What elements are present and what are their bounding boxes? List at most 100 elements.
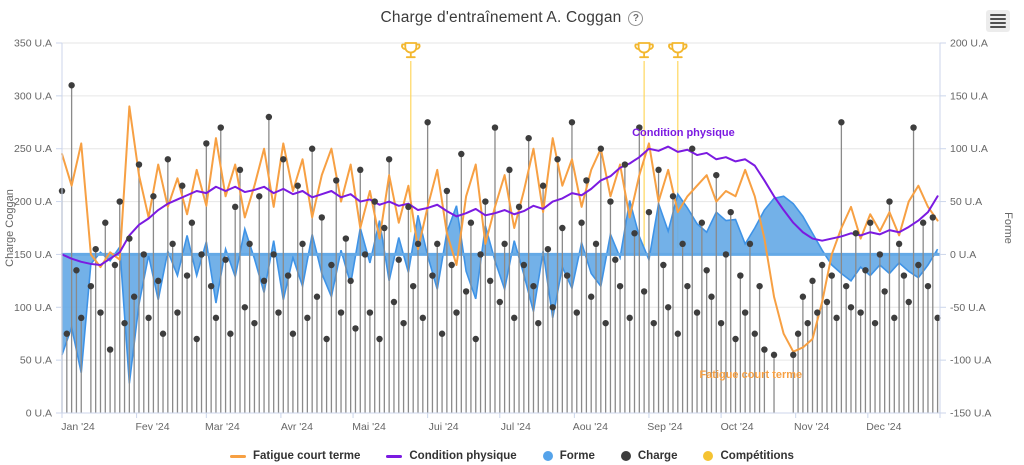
charge-point[interactable] (732, 335, 739, 343)
charge-point[interactable] (751, 330, 758, 337)
charge-point[interactable] (823, 298, 831, 306)
charge-point[interactable] (145, 314, 152, 322)
charge-point[interactable] (304, 314, 311, 322)
charge-point[interactable] (68, 82, 75, 89)
charge-point[interactable] (207, 282, 215, 290)
charge-point[interactable] (669, 193, 677, 200)
charge-point[interactable] (265, 113, 273, 121)
charge-point[interactable] (515, 203, 523, 211)
charge-point[interactable] (135, 161, 143, 168)
competition-trophy-icon[interactable] (401, 42, 421, 59)
charge-point[interactable] (886, 198, 893, 205)
charge-point[interactable] (251, 319, 258, 327)
charge-point[interactable] (616, 282, 624, 290)
charge-point[interactable] (323, 335, 330, 343)
charge-point[interactable] (727, 208, 734, 216)
charge-point[interactable] (217, 124, 224, 131)
legend-item-fatigue-court-terme[interactable]: Fatigue court terme (230, 450, 360, 462)
charge-point[interactable] (155, 277, 162, 285)
charge-point[interactable] (496, 298, 503, 306)
charge-point[interactable] (544, 245, 552, 253)
charge-point[interactable] (410, 282, 417, 290)
charge-point[interactable] (842, 282, 850, 290)
charge-point[interactable] (924, 282, 932, 290)
charge-point[interactable] (212, 314, 220, 322)
charge-point[interactable] (424, 119, 431, 126)
charge-point[interactable] (419, 314, 427, 322)
charge-point[interactable] (612, 256, 619, 263)
charge-point[interactable] (275, 309, 282, 316)
charge-point[interactable] (761, 346, 768, 353)
charge-point[interactable] (501, 240, 508, 248)
charge-point[interactable] (313, 293, 321, 300)
charge-point[interactable] (246, 240, 253, 248)
charge-point[interactable] (799, 293, 807, 300)
charge-point[interactable] (73, 267, 80, 274)
charge-point[interactable] (708, 293, 715, 300)
charge-point[interactable] (414, 240, 422, 248)
charge-point[interactable] (852, 230, 860, 237)
charge-point[interactable] (438, 330, 446, 337)
charge-point[interactable] (280, 156, 287, 163)
charge-point[interactable] (193, 335, 200, 343)
charge-point[interactable] (164, 156, 172, 163)
charge-point[interactable] (429, 272, 436, 279)
charge-point[interactable] (405, 203, 412, 211)
charge-point[interactable] (486, 277, 494, 285)
charge-point[interactable] (809, 277, 816, 285)
charge-point[interactable] (342, 235, 350, 242)
charge-point[interactable] (645, 208, 653, 216)
charge-point[interactable] (592, 240, 600, 248)
charge-point[interactable] (660, 261, 667, 269)
charge-point[interactable] (198, 251, 205, 258)
charge-point[interactable] (511, 314, 518, 322)
charge-point[interactable] (458, 150, 465, 158)
charge-point[interactable] (857, 309, 864, 316)
charge-point[interactable] (78, 314, 85, 322)
charge-point[interactable] (862, 267, 869, 274)
charge-point[interactable] (140, 251, 147, 258)
charge-point[interactable] (443, 187, 451, 195)
legend-item-condition-physique[interactable]: Condition physique (386, 450, 517, 462)
charge-point[interactable] (838, 119, 845, 126)
charge-point[interactable] (462, 288, 470, 295)
charge-point[interactable] (491, 124, 499, 131)
charge-point[interactable] (626, 314, 633, 322)
charge-point[interactable] (905, 298, 912, 306)
charge-point[interactable] (559, 224, 566, 232)
charge-point[interactable] (299, 240, 306, 248)
charge-point[interactable] (347, 277, 354, 285)
charge-point[interactable] (231, 203, 239, 211)
charge-point[interactable] (520, 261, 528, 269)
charge-point[interactable] (337, 309, 345, 316)
charge-point[interactable] (900, 272, 908, 279)
charge-point[interactable] (588, 293, 595, 300)
charge-point[interactable] (713, 171, 720, 179)
charge-point[interactable] (915, 261, 922, 269)
charge-point[interactable] (236, 166, 244, 174)
charge-point[interactable] (895, 240, 903, 248)
charge-point[interactable] (525, 134, 532, 142)
legend-item-competitions[interactable]: Compétitions (703, 450, 794, 462)
charge-point[interactable] (361, 251, 369, 258)
charge-point[interactable] (126, 235, 133, 242)
charge-point[interactable] (434, 240, 441, 248)
charge-point[interactable] (655, 166, 662, 174)
help-icon[interactable]: ? (628, 10, 644, 26)
series-line-fatigue-court-terme[interactable] (61, 105, 939, 353)
charge-point[interactable] (390, 298, 398, 306)
charge-point[interactable] (482, 198, 489, 205)
charge-point[interactable] (684, 282, 691, 290)
charge-point[interactable] (395, 256, 402, 263)
charge-point[interactable] (573, 309, 580, 316)
charge-point[interactable] (790, 351, 797, 359)
charge-point[interactable] (631, 230, 638, 237)
charge-point[interactable] (621, 161, 629, 168)
charge-point[interactable] (92, 245, 99, 253)
charge-point[interactable] (453, 309, 460, 316)
charge-point[interactable] (847, 304, 855, 311)
charge-point[interactable] (400, 319, 407, 327)
charge-point[interactable] (328, 261, 335, 269)
charge-point[interactable] (87, 282, 95, 290)
legend-item-charge[interactable]: Charge (620, 450, 677, 462)
